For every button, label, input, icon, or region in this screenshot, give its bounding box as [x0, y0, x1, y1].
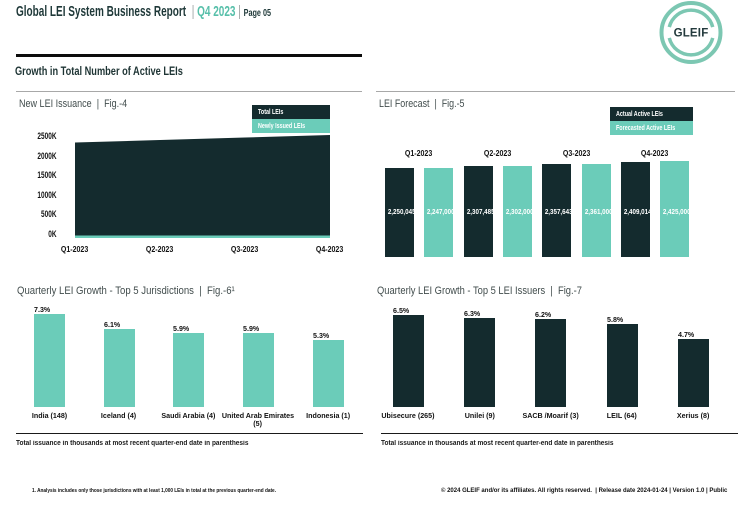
svg-text:GLEIF: GLEIF [674, 28, 709, 40]
